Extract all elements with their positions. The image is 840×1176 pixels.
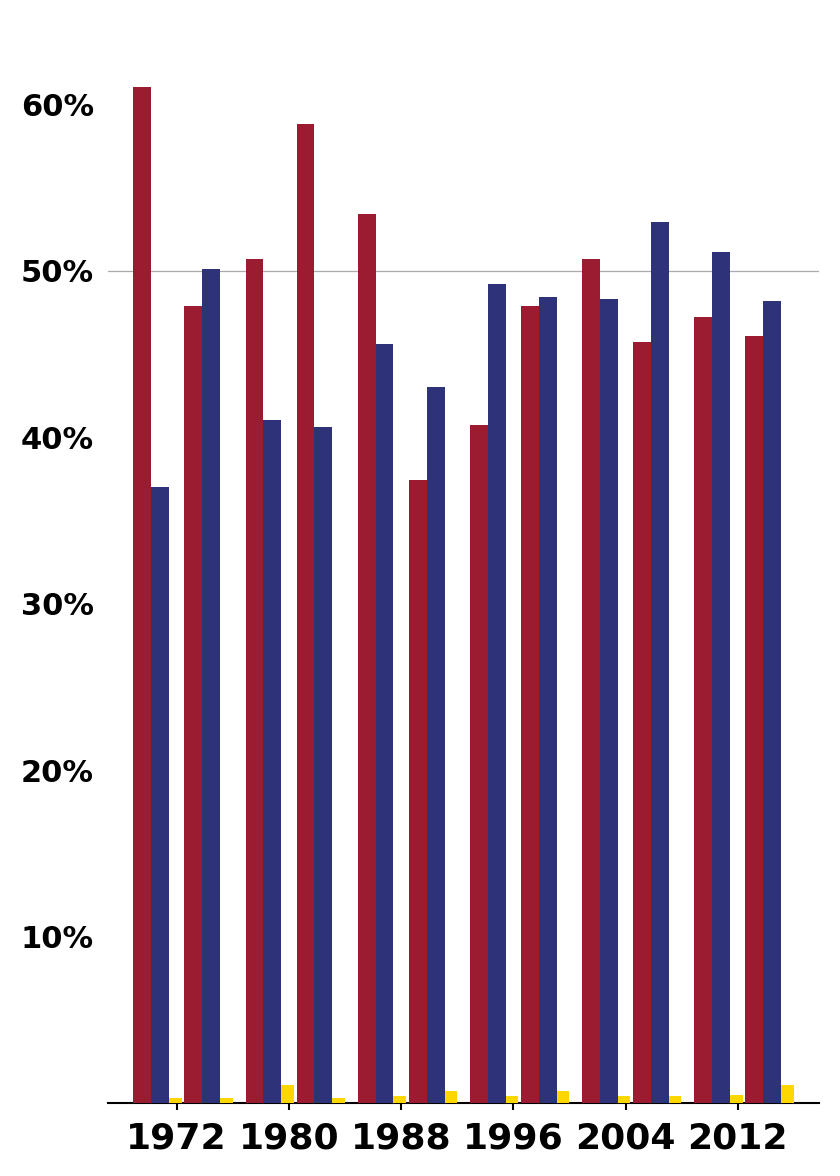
Bar	[375, 343, 393, 1103]
Bar	[764, 301, 781, 1103]
Bar	[695, 318, 712, 1103]
Bar	[651, 222, 669, 1103]
Bar	[245, 259, 264, 1103]
Bar	[444, 1091, 457, 1103]
Bar	[202, 269, 220, 1103]
Bar	[600, 299, 618, 1103]
Bar	[333, 1098, 344, 1103]
Bar	[521, 306, 539, 1103]
Bar	[582, 259, 600, 1103]
Bar	[281, 1084, 294, 1103]
Bar	[151, 487, 169, 1103]
Bar	[427, 387, 444, 1103]
Bar	[488, 283, 506, 1103]
Bar	[220, 1098, 233, 1103]
Bar	[134, 87, 151, 1103]
Bar	[669, 1096, 681, 1103]
Bar	[506, 1096, 518, 1103]
Bar	[712, 253, 730, 1103]
Bar	[745, 335, 764, 1103]
Bar	[184, 306, 202, 1103]
Bar	[730, 1095, 743, 1103]
Bar	[539, 298, 557, 1103]
Bar	[470, 426, 488, 1103]
Bar	[264, 421, 281, 1103]
Bar	[314, 427, 333, 1103]
Bar	[557, 1091, 570, 1103]
Bar	[618, 1096, 631, 1103]
Bar	[409, 480, 427, 1103]
Bar	[633, 342, 651, 1103]
Bar	[393, 1096, 406, 1103]
Bar	[169, 1098, 181, 1103]
Bar	[297, 123, 314, 1103]
Bar	[358, 214, 375, 1103]
Bar	[781, 1084, 794, 1103]
